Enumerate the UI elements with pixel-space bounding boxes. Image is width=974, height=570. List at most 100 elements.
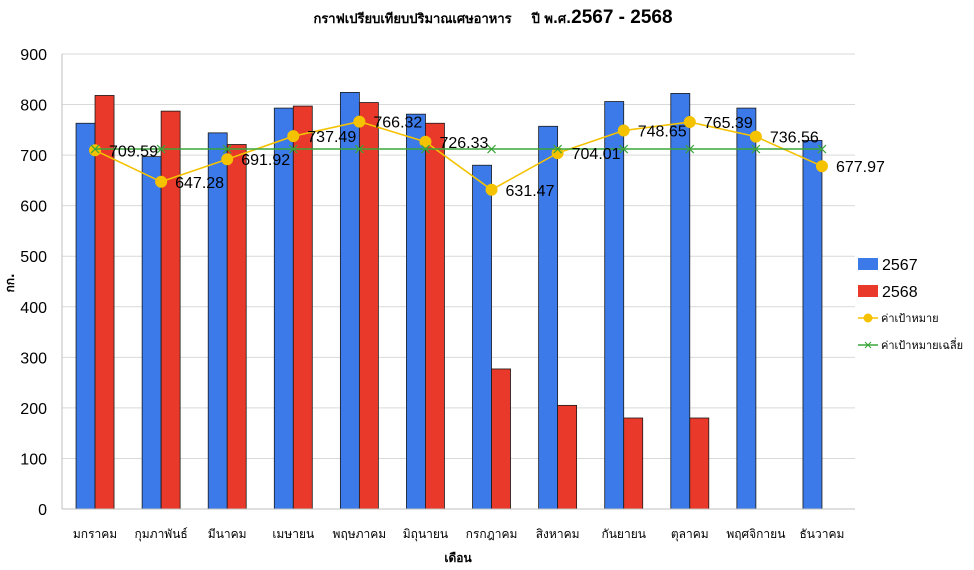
bar-series [75,92,823,510]
target-marker [749,130,762,143]
x-tick-label: พฤศจิกายน [726,527,785,541]
legend-item-2567: 2567 [858,257,918,274]
bar-2567 [670,93,691,510]
line-target [94,120,823,191]
average-marker-stroke [421,144,430,154]
x-tick-label: กุมภาพันธ์ [134,527,187,542]
average-marker [222,144,232,154]
legend-marker [864,341,872,349]
target-data-label: 726.33 [439,135,488,152]
target-marker [485,183,498,196]
average-marker-stroke [222,144,232,154]
bar-2568 [491,368,511,510]
target-data-label: 736.56 [770,130,819,147]
bar-2567 [802,140,823,510]
chart-title-years: 2567 - 2568 [571,7,672,28]
average-marker-stroke [619,144,629,154]
target-marker [419,135,432,148]
line-series [89,115,828,196]
target-marker [221,153,234,166]
target-marker [155,175,168,188]
gridlines [62,53,855,510]
target-data-label: 691.92 [241,152,290,169]
legend-item-2568: 2568 [858,284,918,301]
chart-title-thai: กราฟเปรียบเทียบปริมาณเศษอาหาร [313,11,511,27]
bar-2568 [557,404,578,510]
x-tick-label: กรกฎาคม [466,527,518,541]
y-tick-label: 500 [20,249,47,266]
target-data-label: 737.49 [307,129,356,146]
average-marker [156,144,166,154]
average-marker [90,144,100,154]
y-tick-label: 100 [20,451,47,468]
target-data-label: 748.65 [638,124,687,141]
legend-swatch [858,258,878,270]
y-tick-label: 700 [20,148,47,165]
average-marker-stroke [817,144,827,154]
data-labels: 709.59 647.28 691.92 737.49 766.32 726.33 631.… [109,115,885,200]
x-tick-label: มิถุนายน [403,527,448,542]
target-data-label: 631.47 [506,183,555,200]
y-tick-label: 400 [20,300,47,317]
legend-item-ค่าเป้าหมาย: ค่าเป้าหมาย [858,312,939,325]
target-marker [815,160,828,173]
bar-2567 [75,122,96,510]
legend-label: ค่าเป้าหมายเฉลี่ย [881,337,963,352]
target-data-label: 766.32 [373,115,422,132]
y-tick-label: 900 [20,47,47,64]
y-tick-label: 800 [20,98,47,115]
target-data-label: 704.01 [572,146,621,163]
bar-2568 [425,122,445,510]
target-data-label: 709.59 [109,143,158,160]
average-marker-stroke [90,144,100,154]
target-data-label: 677.97 [836,159,885,176]
legend-label: 2567 [882,257,918,274]
target-marker [287,130,300,143]
bar-2568 [358,102,379,510]
y-tick-label: 600 [20,199,47,216]
legend-label: ค่าเป้าหมาย [881,312,939,325]
bar-2568 [160,110,181,510]
target-marker [617,124,630,137]
bar-2567 [472,164,492,510]
average-marker-stroke [354,144,364,154]
legend-marker [863,313,873,323]
target-marker [551,147,564,160]
legend-item-ค่าเป้าหมายเฉลี่ย: ค่าเป้าหมายเฉลี่ย [858,337,963,352]
x-tick-label: สิงหาคม [536,527,580,541]
x-tick-label: พฤษภาคม [333,527,387,541]
y-axis-title: กก. [3,273,17,292]
average-marker [354,144,364,154]
bar-2567 [141,156,162,510]
legend-label: 2568 [882,284,918,301]
bar-2568 [226,144,247,510]
average-marker-stroke [487,144,496,154]
target-data-label: 647.28 [175,175,224,192]
x-tick-label: กันยายน [601,527,645,541]
target-marker [683,116,696,129]
average-marker-stroke [156,144,166,154]
average-marker-stroke [553,144,563,154]
legend-swatch [858,285,878,297]
bar-2568 [689,417,710,510]
y-tick-label: 200 [20,401,47,418]
x-tick-label: ตุลาคม [671,527,709,542]
y-tick-label: 300 [20,350,47,367]
x-axis-title: เดือน [444,551,472,565]
average-marker [288,144,298,154]
target-marker [353,115,366,128]
average-marker-stroke [751,144,761,154]
average-marker [751,144,761,154]
bar-2568 [292,105,313,510]
target-marker [89,144,102,157]
chart-title-year-prefix: ปี พ.ศ. [531,11,572,27]
target-data-label: 765.39 [704,115,753,132]
bar-2568 [623,417,644,510]
x-tick-label: มีนาคม [208,527,247,541]
average-marker [553,144,563,154]
average-marker [685,144,695,154]
average-marker-stroke [685,144,695,154]
